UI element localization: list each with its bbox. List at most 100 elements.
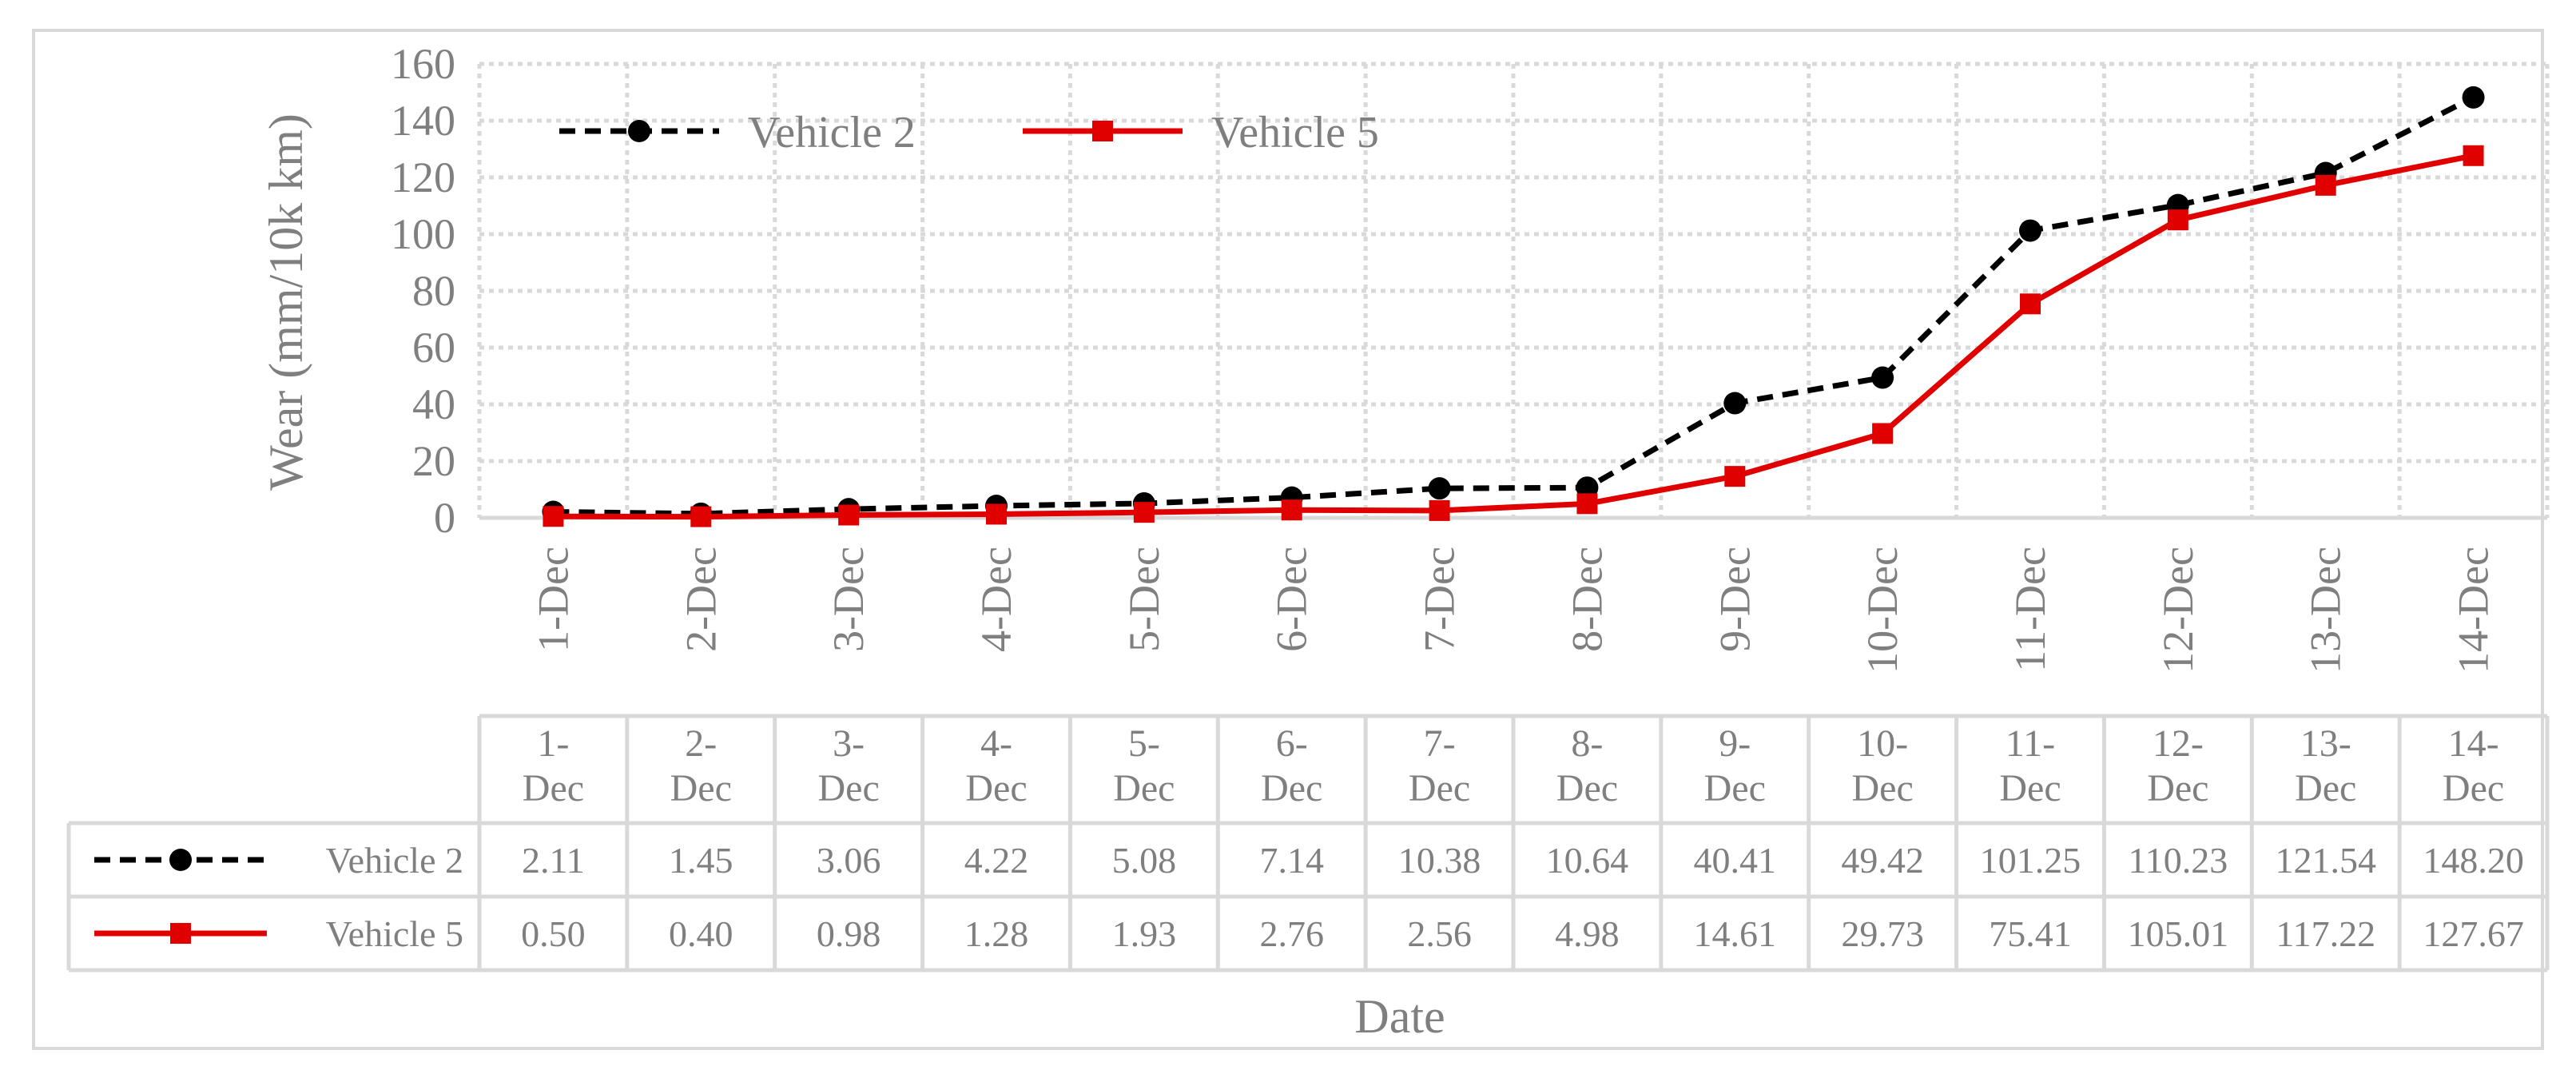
table-cell: 40.41 (1694, 840, 1777, 881)
data-point-marker (2019, 219, 2041, 242)
data-table: 1-Dec 2-Dec 3-Dec 4-Dec 5-Dec 6-Dec 7-Dec 8-Dec… (66, 714, 2550, 973)
data-point-marker (1281, 499, 1302, 521)
x-tick-label: 8-Dec (1563, 547, 1611, 652)
table-header-cell: 13-Dec (2295, 722, 2356, 810)
series-line-1 (553, 94, 2475, 517)
table-cell: 110.23 (2128, 840, 2228, 881)
data-point-marker (2020, 293, 2041, 315)
table-header-cell: 10-Dec (1852, 722, 1914, 810)
table-cell: 7.14 (1259, 840, 1324, 881)
x-tick-label: 13-Dec (2302, 547, 2350, 674)
table-row-header: Vehicle 2 (326, 840, 463, 881)
table-row-header: Vehicle 5 (326, 913, 463, 954)
data-point-marker (1133, 502, 1155, 523)
x-tick-label: 5-Dec (1120, 547, 1168, 652)
data-point-marker (1871, 366, 1894, 389)
y-tick-label: 80 (412, 267, 455, 315)
x-axis-title: Date (1354, 990, 1445, 1043)
data-point-marker (1428, 477, 1451, 500)
axes: 0 20 40 60 80 100 120 140 160 1-Dec 2-Dec 3-Dec 4-De… (391, 40, 2547, 674)
table-cell: 148.20 (2423, 840, 2524, 881)
table-cell: 49.42 (1841, 840, 1924, 881)
data-point-marker (1724, 466, 1746, 487)
x-tick-label: 9-Dec (1711, 547, 1759, 652)
table-header-cell: 3-Dec (818, 722, 880, 810)
x-tick-label: 14-Dec (2450, 547, 2498, 674)
table-legend-key-marker (169, 849, 192, 871)
table-cell: 10.38 (1398, 840, 1481, 881)
table-cell: 105.01 (2128, 913, 2229, 954)
data-point-marker (838, 504, 860, 526)
table-cell: 3.06 (817, 840, 881, 881)
legend-marker (628, 120, 650, 142)
x-tick-label: 6-Dec (1268, 547, 1316, 652)
table-header-cell: 9-Dec (1704, 722, 1766, 810)
table-cell: 75.41 (1989, 913, 2072, 954)
y-tick-label: 120 (391, 153, 455, 201)
data-point-marker (1429, 499, 1450, 521)
table-cell: 0.98 (817, 913, 881, 954)
chart-frame (32, 29, 2544, 1050)
table-cell: 5.08 (1112, 840, 1177, 881)
legend-label: Vehicle 2 (748, 108, 916, 157)
data-point-marker (2167, 209, 2188, 231)
table-cell: 0.50 (521, 913, 586, 954)
table-header-cell: 2-Dec (670, 722, 732, 810)
table-header-cell: 11-Dec (1999, 722, 2061, 810)
x-tick-label: 2-Dec (677, 547, 725, 652)
data-point-marker (690, 506, 712, 527)
x-tick-label: 7-Dec (1416, 547, 1464, 652)
legend-marker (1092, 121, 1113, 141)
series-lines (542, 86, 2485, 527)
table-cell: 101.25 (1980, 840, 2081, 881)
table-cell: 117.22 (2276, 913, 2375, 954)
data-point-marker (1723, 392, 1747, 415)
data-point-marker (1576, 493, 1598, 515)
table-cell: 10.64 (1546, 840, 1629, 881)
table-cell: 4.22 (964, 840, 1029, 881)
table-header-cell: 14-Dec (2443, 722, 2504, 810)
y-tick-label: 140 (391, 97, 455, 145)
legend: Vehicle 2 Vehicle 5 (559, 108, 1379, 157)
y-tick-label: 20 (412, 437, 455, 485)
series-line-2 (553, 153, 2475, 520)
table-cell: 14.61 (1694, 913, 1777, 954)
table-legend-key-marker (170, 923, 191, 944)
table-header-cell: 8-Dec (1556, 722, 1618, 810)
x-tick-label: 1-Dec (529, 547, 577, 652)
table-header-cell: 5-Dec (1113, 722, 1175, 810)
x-tick-label: 10-Dec (1858, 547, 1906, 674)
table-cell: 121.54 (2275, 840, 2376, 881)
table-header-cell: 4-Dec (965, 722, 1027, 810)
table-cell: 127.67 (2423, 913, 2524, 954)
table-cell: 29.73 (1841, 913, 1924, 954)
x-tick-label: 3-Dec (825, 547, 873, 652)
table-cell: 2.11 (522, 840, 585, 881)
data-point-marker (2315, 174, 2336, 196)
y-tick-label: 160 (391, 40, 455, 88)
y-tick-label: 40 (412, 380, 455, 428)
table-cell: 4.98 (1555, 913, 1620, 954)
x-tick-label: 4-Dec (972, 547, 1020, 652)
data-point-marker (543, 506, 564, 527)
y-axis-title: Wear (mm/10k km) (260, 113, 312, 491)
table-cell: 1.45 (669, 840, 733, 881)
table-header-cell: 6-Dec (1261, 722, 1322, 810)
data-point-marker (986, 503, 1007, 525)
table-header-cell: 7-Dec (1409, 722, 1470, 810)
y-tick-label: 0 (434, 494, 455, 542)
table-cell: 2.76 (1259, 913, 1324, 954)
y-tick-label: 60 (412, 324, 455, 372)
data-point-marker (2463, 145, 2484, 166)
y-tick-label: 100 (391, 210, 455, 258)
legend-label: Vehicle 5 (1211, 108, 1379, 157)
table-header-cell: 12-Dec (2147, 722, 2208, 810)
table-cell: 2.56 (1407, 913, 1472, 954)
gridlines (477, 62, 2550, 518)
table-header-cell: 1-Dec (523, 722, 584, 810)
data-point-marker (2462, 86, 2485, 109)
table-cell: 1.28 (964, 913, 1029, 954)
x-tick-label: 11-Dec (2006, 547, 2054, 672)
data-point-marker (1872, 423, 1894, 444)
